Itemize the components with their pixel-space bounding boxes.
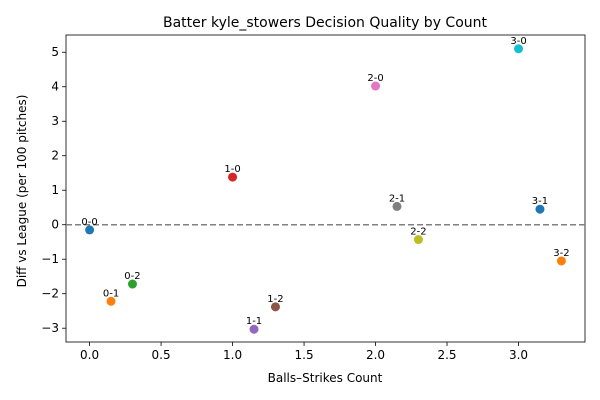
y-axis-title: Diff vs League (per 100 pitches) [15,95,29,288]
chart-title: Batter kyle_stowers Decision Quality by … [163,15,488,31]
data-point-1-1 [249,324,259,334]
x-tick-label: 1.5 [295,348,314,362]
y-tick-label: 2 [51,149,59,163]
data-point-0-0 [85,225,95,235]
data-point-1-2 [270,302,280,312]
point-label-1-0: 1-0 [224,164,240,175]
point-label-0-2: 0-2 [124,271,140,282]
y-tick-label: 1 [51,183,59,197]
y-tick-label: 5 [51,45,59,59]
x-tick-label: 2.0 [366,348,385,362]
y-tick-label: −1 [41,252,59,266]
point-label-1-2: 1-2 [267,294,283,305]
point-label-0-1: 0-1 [103,288,119,299]
data-point-2-2 [413,235,423,245]
x-tick-label: 2.5 [437,348,456,362]
x-tick-label: 0.0 [80,348,99,362]
point-label-2-0: 2-0 [367,73,383,84]
y-tick-label: 0 [51,218,59,232]
data-point-2-0 [371,81,381,91]
y-tick-label: 3 [51,114,59,128]
data-point-2-1 [392,201,402,211]
data-point-1-0 [228,172,238,182]
x-tick-label: 3.0 [509,348,528,362]
data-point-0-1 [106,296,116,306]
data-point-0-2 [127,279,137,289]
data-point-3-0 [514,44,524,54]
point-label-1-1: 1-1 [246,316,262,327]
x-axis-title: Balls–Strikes Count [268,371,383,385]
y-tick-label: −3 [41,321,59,335]
data-point-3-2 [556,256,566,266]
point-label-2-2: 2-2 [410,227,426,238]
point-label-3-1: 3-1 [532,196,548,207]
point-label-0-0: 0-0 [81,217,97,228]
point-label-2-1: 2-1 [389,193,405,204]
x-tick-label: 1.0 [223,348,242,362]
x-tick-label: 0.5 [152,348,171,362]
plot-area: 0.0 0.5 1.0 1.5 2.0 2.5 3.0 −3 −2 −1 0 1 2 3 4 5 0-0 0-1 0… [41,34,586,362]
point-label-3-0: 3-0 [510,36,526,47]
plot-frame [65,34,586,343]
point-label-3-2: 3-2 [553,248,569,259]
y-tick-label: −2 [41,287,59,301]
data-point-3-1 [535,204,545,214]
y-tick-label: 4 [51,80,59,94]
